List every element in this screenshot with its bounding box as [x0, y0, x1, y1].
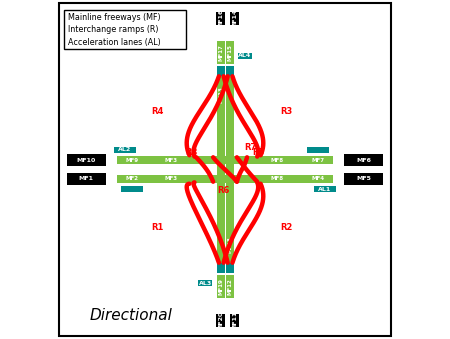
- Text: Acceleration lanes (AL): Acceleration lanes (AL): [68, 38, 161, 46]
- Text: MF10: MF10: [76, 158, 96, 162]
- Bar: [216, 12, 225, 25]
- Bar: [216, 76, 225, 263]
- Bar: [307, 147, 329, 153]
- Bar: [216, 41, 225, 64]
- Text: MF16: MF16: [218, 9, 223, 28]
- Text: AL2: AL2: [118, 147, 131, 152]
- Bar: [230, 12, 239, 25]
- Bar: [216, 314, 225, 327]
- Text: MF20: MF20: [218, 311, 223, 330]
- Bar: [216, 66, 225, 76]
- Bar: [64, 10, 186, 49]
- Text: MF2: MF2: [125, 177, 138, 181]
- Text: AL1: AL1: [319, 187, 332, 192]
- Text: MF12: MF12: [228, 278, 233, 295]
- Bar: [132, 156, 318, 164]
- Text: MF9: MF9: [125, 158, 138, 162]
- Text: MF4: MF4: [312, 177, 325, 181]
- Text: R7: R7: [244, 143, 256, 152]
- Bar: [230, 314, 239, 327]
- Bar: [226, 263, 234, 273]
- Text: MF5: MF5: [356, 177, 372, 181]
- Text: MF13: MF13: [218, 86, 223, 103]
- Text: R8: R8: [185, 148, 197, 157]
- Text: MF15: MF15: [228, 44, 233, 61]
- Bar: [226, 66, 234, 76]
- Bar: [117, 175, 146, 183]
- Bar: [216, 263, 225, 273]
- Text: R3: R3: [280, 107, 292, 116]
- Bar: [67, 154, 105, 166]
- Text: MF17: MF17: [218, 44, 223, 61]
- Bar: [67, 173, 105, 185]
- Bar: [216, 275, 225, 298]
- Text: Directional: Directional: [90, 308, 172, 323]
- Bar: [132, 175, 318, 183]
- Bar: [226, 76, 234, 263]
- Bar: [157, 175, 184, 183]
- Text: AL3: AL3: [199, 281, 212, 285]
- Text: MF8: MF8: [271, 158, 284, 162]
- Bar: [226, 275, 234, 298]
- Bar: [238, 53, 252, 59]
- Bar: [157, 156, 184, 164]
- Bar: [345, 173, 383, 185]
- Text: MF6: MF6: [356, 158, 372, 162]
- Bar: [117, 156, 146, 164]
- Text: MF1: MF1: [78, 177, 94, 181]
- Text: R5: R5: [253, 148, 265, 157]
- Text: R6: R6: [217, 186, 230, 195]
- Text: MF7: MF7: [312, 158, 325, 162]
- Bar: [121, 186, 143, 192]
- Bar: [264, 156, 291, 164]
- Text: R1: R1: [151, 223, 163, 232]
- Text: MF11: MF11: [232, 311, 237, 330]
- Bar: [226, 41, 234, 64]
- Text: MF8: MF8: [271, 177, 284, 181]
- Text: R4: R4: [151, 107, 163, 116]
- Text: MF14: MF14: [232, 9, 237, 28]
- Text: MF3: MF3: [164, 158, 177, 162]
- Bar: [345, 154, 383, 166]
- Text: R2: R2: [280, 223, 292, 232]
- Text: MF19: MF19: [218, 278, 223, 295]
- Bar: [114, 147, 136, 153]
- Bar: [314, 186, 336, 192]
- Text: MF13: MF13: [228, 236, 233, 253]
- Bar: [304, 156, 333, 164]
- Text: Interchange ramps (R): Interchange ramps (R): [68, 25, 158, 34]
- Text: MF3: MF3: [164, 177, 177, 181]
- Text: AL4: AL4: [238, 54, 251, 58]
- Bar: [198, 280, 212, 286]
- Bar: [304, 175, 333, 183]
- Text: Mainline freeways (MF): Mainline freeways (MF): [68, 13, 161, 22]
- Bar: [264, 175, 291, 183]
